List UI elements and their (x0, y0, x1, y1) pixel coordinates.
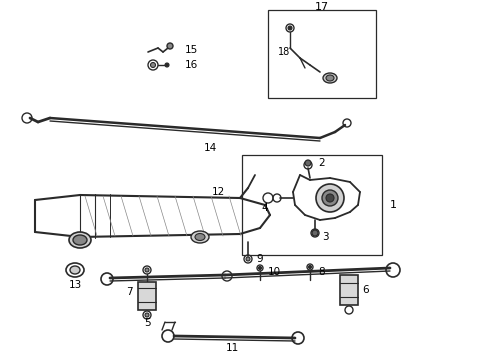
Circle shape (312, 230, 318, 236)
Text: 1: 1 (390, 200, 397, 210)
Text: 18: 18 (278, 47, 290, 57)
Ellipse shape (323, 73, 337, 83)
Ellipse shape (70, 266, 80, 274)
Ellipse shape (73, 235, 87, 245)
Text: 6: 6 (362, 285, 368, 295)
Circle shape (165, 63, 169, 67)
Circle shape (246, 257, 250, 261)
Bar (242, 155, 382, 255)
Circle shape (305, 160, 311, 166)
Text: 3: 3 (322, 232, 329, 242)
Circle shape (288, 26, 292, 30)
Ellipse shape (195, 234, 205, 240)
Bar (340, 275, 358, 305)
Text: 14: 14 (203, 143, 217, 153)
Ellipse shape (191, 231, 209, 243)
Text: 17: 17 (315, 2, 329, 12)
Circle shape (259, 266, 262, 270)
Ellipse shape (326, 75, 334, 81)
Circle shape (145, 313, 149, 317)
Text: 4: 4 (262, 203, 269, 213)
Circle shape (167, 43, 173, 49)
Bar (138, 282, 156, 310)
Text: 13: 13 (69, 280, 82, 290)
Text: 10: 10 (268, 267, 281, 277)
Ellipse shape (69, 232, 91, 248)
Text: 16: 16 (185, 60, 198, 70)
Circle shape (316, 184, 344, 212)
Circle shape (309, 266, 312, 269)
Bar (268, 10, 376, 98)
Text: 15: 15 (185, 45, 198, 55)
Text: 12: 12 (211, 187, 224, 197)
Text: 2: 2 (318, 158, 324, 168)
Text: 9: 9 (256, 254, 263, 264)
Text: 11: 11 (225, 343, 239, 353)
Text: 8: 8 (318, 267, 324, 277)
Circle shape (322, 190, 338, 206)
Circle shape (150, 63, 155, 68)
Text: 5: 5 (144, 318, 150, 328)
Text: 7: 7 (126, 287, 133, 297)
Circle shape (326, 194, 334, 202)
Circle shape (145, 268, 149, 272)
